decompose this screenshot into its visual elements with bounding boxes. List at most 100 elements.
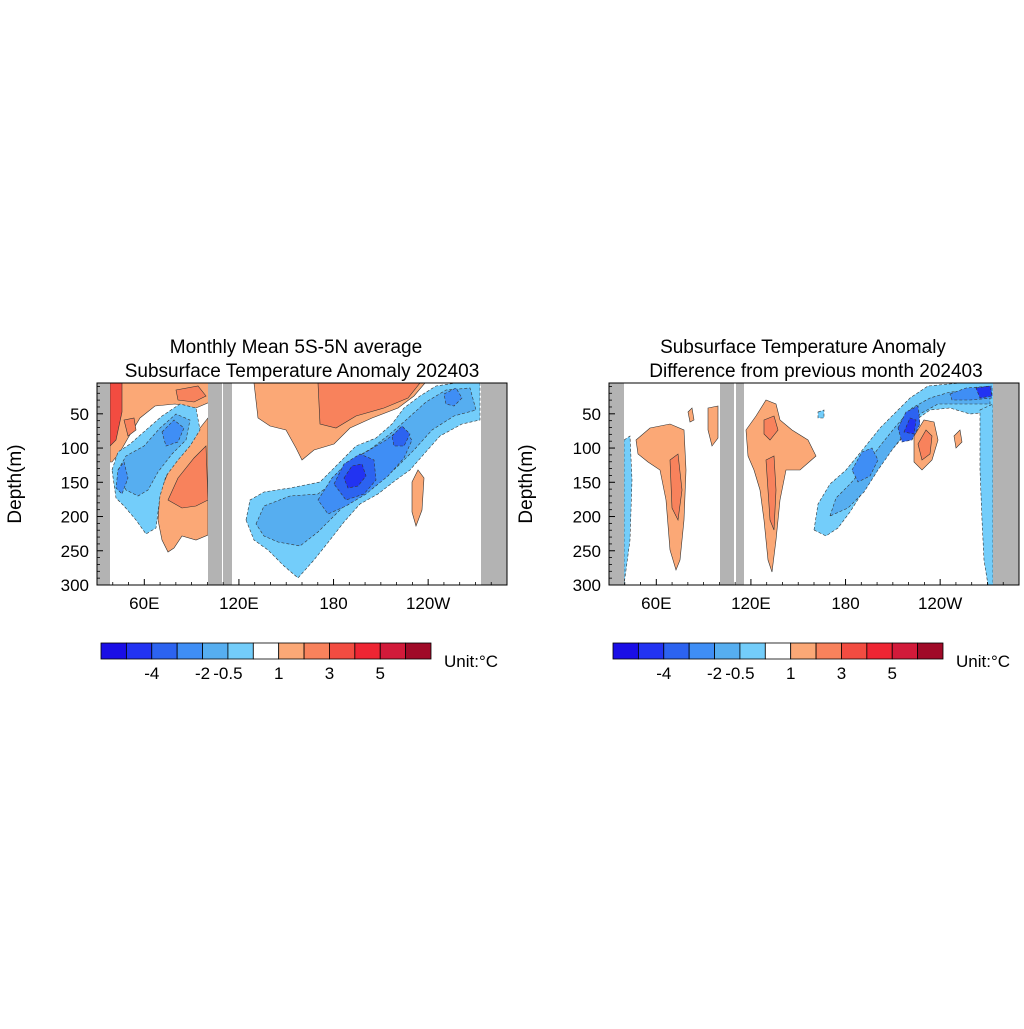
colorbar-swatch [866,642,893,660]
colorbar-swatch [739,642,766,660]
colorbar-label: 3 [837,664,846,683]
colorbar-1: -4 -2 -0.5 1 3 5 [100,642,432,683]
colorbar-swatch [815,642,842,660]
colorbar-swatch [764,642,792,660]
p2-warm-region [707,405,719,447]
panel2-contour-field [609,383,1019,585]
p2-warm-region [745,399,817,573]
y-tick-label: 200 [61,508,89,527]
colorbar-swatch [688,642,715,660]
colorbar-swatch [125,642,153,660]
colorbar-label: 1 [786,664,795,683]
colorbar-swatch [612,642,639,660]
colorbar-2-unit: Unit:°C [956,652,1010,671]
x-tick-label: 60E [129,594,159,613]
y-tick-label: 250 [61,542,89,561]
land-mask [736,383,744,585]
colorbar-swatch [329,642,356,660]
unit-prefix: Unit: [444,652,479,671]
panel2-title: Subsurface Temperature Anomaly [660,337,946,358]
x-tick-label: 180 [831,594,859,613]
colorbar-swatch [303,642,330,660]
p2-warm-core [669,453,683,522]
land-mask [993,383,1019,585]
x-tick-label: 120W [406,594,450,613]
land-mask [208,383,222,585]
p1-warm-core [317,383,421,429]
colorbar-swatch [891,642,919,660]
p2-cold-region [623,435,633,585]
panel-monthly-mean: Monthly Mean 5S-5N average Subsurface Te… [5,337,508,613]
colorbar-label: 3 [325,664,334,683]
land-mask [481,383,507,585]
y-tick-label: 50 [70,405,89,424]
land-mask [97,383,110,585]
colorbar-swatch [354,642,381,660]
y-tick-label: 100 [573,439,601,458]
colorbar-1-unit: Unit:°C [444,652,498,671]
x-tick-label: 120E [731,594,771,613]
colorbar-swatch [714,642,741,660]
colorbar-swatch [379,642,407,660]
x-tick-label: 180 [319,594,347,613]
panel1-subtitle: Subsurface Temperature Anomaly 202403 [125,361,480,382]
p2-cold-core [975,385,993,399]
colorbar-swatch [252,642,280,660]
x-tick-label: 120E [219,594,259,613]
p2-warm-core [763,415,779,441]
p1-warm-region [411,469,425,527]
y-tick-label: 300 [61,576,89,595]
y-tick-label: 250 [573,542,601,561]
panel2-axes: 60E 120E 180 120W 50 100 150 200 250 300 [573,386,1004,613]
p2-cold-core [903,417,917,435]
colorbar-swatch [405,642,432,660]
p1-warm-region [175,385,207,403]
land-mask [720,383,734,585]
land-mask [609,383,624,585]
y-tick-label: 50 [582,405,601,424]
unit-symbol: °C [991,652,1010,671]
colorbar-swatch [227,642,254,660]
y-tick-label: 200 [573,508,601,527]
colorbar-label: 5 [887,664,896,683]
unit-symbol: °C [479,652,498,671]
y-tick-label: 150 [61,473,89,492]
p2-cold-region [979,403,994,585]
colorbar-label: 5 [375,664,384,683]
unit-prefix: Unit: [956,652,991,671]
p2-cold-region [817,409,825,419]
colorbar-swatch [202,642,229,660]
p2-cold-core [851,447,879,483]
y-tick-label: 150 [573,473,601,492]
colorbar-label: 1 [274,664,283,683]
panel-difference: Subsurface Temperature Anomaly Differenc… [516,337,1020,613]
p1-cold-core [115,461,129,495]
x-tick-label: 120W [918,594,962,613]
p2-warm-region [953,429,963,449]
p1-warm-core [167,445,209,509]
panel2-subtitle: Difference from previous month 202403 [649,361,982,382]
colorbar-swatch [841,642,868,660]
colorbar-swatch [637,642,665,660]
y-tick-label: 300 [573,576,601,595]
p1-cold-core [443,387,463,407]
colorbar-label: -4 [144,664,159,683]
y-tick-label: 100 [61,439,89,458]
p2-warm-core [917,429,933,461]
p1-warm-region [123,417,137,437]
panel2-y-axis-label: Depth(m) [516,444,537,523]
p1-cold-core [391,425,411,447]
p2-warm-region [687,407,695,423]
colorbar-swatch [663,642,690,660]
colorbar-swatch [151,642,178,660]
colorbar-label: -4 [656,664,671,683]
colorbar-label: -0.5 [213,664,242,683]
panel1-axes: 60E 120E 180 120W 50 100 150 200 250 300 [61,386,492,613]
colorbar-swatch [917,642,944,660]
x-tick-label: 60E [641,594,671,613]
colorbar-swatch [790,642,817,660]
p2-warm-core [765,455,777,531]
colorbar-label: -0.5 [725,664,754,683]
panel1-title: Monthly Mean 5S-5N average [170,337,422,358]
